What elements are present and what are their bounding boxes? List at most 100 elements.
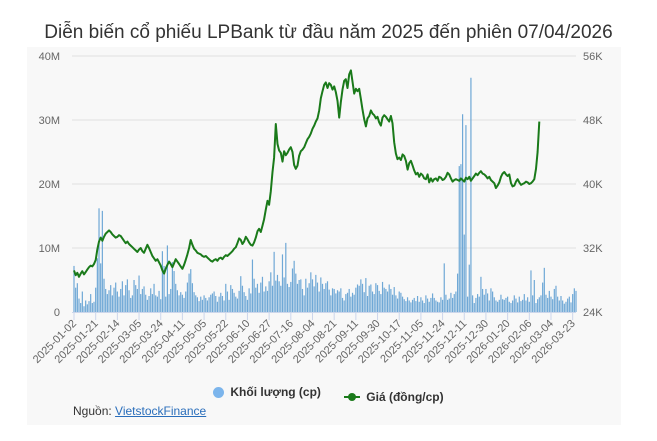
volume-bar[interactable] bbox=[341, 297, 344, 312]
volume-bar[interactable] bbox=[555, 285, 557, 312]
volume-bar[interactable] bbox=[198, 301, 200, 312]
volume-bar[interactable] bbox=[265, 286, 267, 312]
volume-bar[interactable] bbox=[325, 283, 327, 312]
volume-bar[interactable] bbox=[488, 300, 490, 312]
volume-bar[interactable] bbox=[448, 298, 450, 312]
volume-bar[interactable] bbox=[562, 300, 564, 312]
volume-bar[interactable] bbox=[111, 295, 113, 312]
volume-bar[interactable] bbox=[463, 234, 465, 312]
volume-bar[interactable] bbox=[502, 299, 504, 312]
volume-bar[interactable] bbox=[375, 283, 377, 312]
volume-bar[interactable] bbox=[151, 294, 153, 312]
volume-bar[interactable] bbox=[428, 301, 430, 312]
volume-bar[interactable] bbox=[143, 286, 145, 312]
volume-bar[interactable] bbox=[410, 302, 412, 312]
volume-bar[interactable] bbox=[538, 297, 540, 312]
legend-item-price[interactable]: Giá (đồng/cp) bbox=[344, 390, 444, 404]
volume-bar[interactable] bbox=[396, 298, 399, 312]
volume-bar[interactable] bbox=[503, 299, 505, 312]
volume-bar[interactable] bbox=[193, 292, 195, 312]
volume-bar[interactable] bbox=[455, 291, 457, 312]
volume-bar[interactable] bbox=[181, 294, 184, 312]
volume-bar[interactable] bbox=[425, 295, 427, 312]
volume-bar[interactable] bbox=[331, 288, 334, 312]
volume-bar[interactable] bbox=[405, 301, 407, 312]
volume-bar[interactable] bbox=[550, 296, 552, 312]
volume-bar[interactable] bbox=[413, 297, 415, 312]
volume-bar[interactable] bbox=[261, 276, 264, 312]
volume-bar[interactable] bbox=[241, 285, 244, 312]
volume-bar[interactable] bbox=[315, 274, 317, 312]
volume-bar[interactable] bbox=[158, 290, 160, 312]
volume-bar[interactable] bbox=[490, 288, 492, 312]
volume-bar[interactable] bbox=[475, 297, 477, 312]
volume-bar[interactable] bbox=[168, 294, 170, 312]
volume-bar[interactable] bbox=[298, 280, 300, 312]
volume-bar[interactable] bbox=[328, 289, 330, 312]
volume-bar[interactable] bbox=[563, 303, 565, 312]
volume-bar[interactable] bbox=[416, 296, 419, 312]
volume-bar[interactable] bbox=[210, 294, 212, 312]
volume-bar[interactable] bbox=[238, 290, 240, 312]
volume-bar[interactable] bbox=[468, 264, 470, 312]
volume-bar[interactable] bbox=[295, 273, 297, 312]
volume-bar[interactable] bbox=[251, 259, 254, 312]
volume-bar[interactable] bbox=[527, 297, 529, 312]
volume-bar[interactable] bbox=[175, 283, 177, 312]
volume-bar[interactable] bbox=[537, 299, 539, 312]
volume-bar[interactable] bbox=[120, 288, 122, 312]
volume-bar[interactable] bbox=[263, 291, 265, 312]
volume-bar[interactable] bbox=[421, 300, 424, 312]
volume-bar[interactable] bbox=[115, 282, 117, 312]
volume-bar[interactable] bbox=[93, 301, 95, 312]
volume-bar[interactable] bbox=[250, 293, 252, 312]
volume-bar[interactable] bbox=[218, 296, 220, 312]
volume-bar[interactable] bbox=[278, 281, 280, 312]
volume-bar[interactable] bbox=[505, 297, 507, 312]
volume-bar[interactable] bbox=[440, 297, 442, 312]
volume-bar[interactable] bbox=[492, 291, 494, 312]
volume-bar[interactable] bbox=[507, 296, 509, 312]
volume-bar[interactable] bbox=[273, 251, 275, 312]
volume-bar[interactable] bbox=[446, 299, 449, 312]
volume-bar[interactable] bbox=[116, 291, 118, 312]
volume-bar[interactable] bbox=[431, 293, 434, 312]
volume-bar[interactable] bbox=[573, 288, 575, 312]
volume-bar[interactable] bbox=[75, 287, 77, 312]
volume-bar[interactable] bbox=[288, 287, 290, 312]
volume-bar[interactable] bbox=[235, 296, 237, 312]
volume-bar[interactable] bbox=[125, 285, 127, 312]
volume-bar[interactable] bbox=[326, 281, 329, 312]
volume-bar[interactable] bbox=[105, 288, 107, 312]
volume-bar[interactable] bbox=[548, 290, 550, 312]
volume-bar[interactable] bbox=[106, 294, 108, 312]
volume-bar[interactable] bbox=[343, 300, 345, 312]
volume-bar[interactable] bbox=[110, 285, 112, 312]
volume-bar[interactable] bbox=[153, 283, 155, 312]
volume-bar[interactable] bbox=[418, 301, 420, 312]
volume-bar[interactable] bbox=[461, 114, 464, 313]
volume-bar[interactable] bbox=[220, 292, 222, 312]
volume-bar[interactable] bbox=[146, 299, 148, 312]
volume-bar[interactable] bbox=[458, 166, 460, 312]
volume-bar[interactable] bbox=[103, 278, 105, 312]
volume-bar[interactable] bbox=[165, 296, 167, 312]
volume-bar[interactable] bbox=[206, 300, 209, 312]
volume-bar[interactable] bbox=[85, 300, 87, 312]
price-line[interactable] bbox=[73, 69, 541, 278]
volume-bar[interactable] bbox=[470, 77, 472, 312]
volume-bar[interactable] bbox=[336, 290, 339, 312]
volume-bar[interactable] bbox=[380, 294, 382, 312]
volume-bar[interactable] bbox=[445, 294, 447, 312]
volume-bar[interactable] bbox=[163, 265, 165, 312]
volume-bar[interactable] bbox=[471, 295, 474, 312]
volume-bar[interactable] bbox=[411, 299, 414, 312]
volume-bar[interactable] bbox=[121, 281, 123, 312]
volume-bar[interactable] bbox=[133, 280, 135, 312]
volume-bar[interactable] bbox=[528, 301, 530, 312]
volume-bar[interactable] bbox=[530, 270, 532, 312]
volume-bar[interactable] bbox=[456, 273, 459, 312]
volume-bar[interactable] bbox=[285, 242, 287, 312]
volume-bar[interactable] bbox=[291, 268, 294, 312]
volume-bar[interactable] bbox=[358, 285, 360, 312]
